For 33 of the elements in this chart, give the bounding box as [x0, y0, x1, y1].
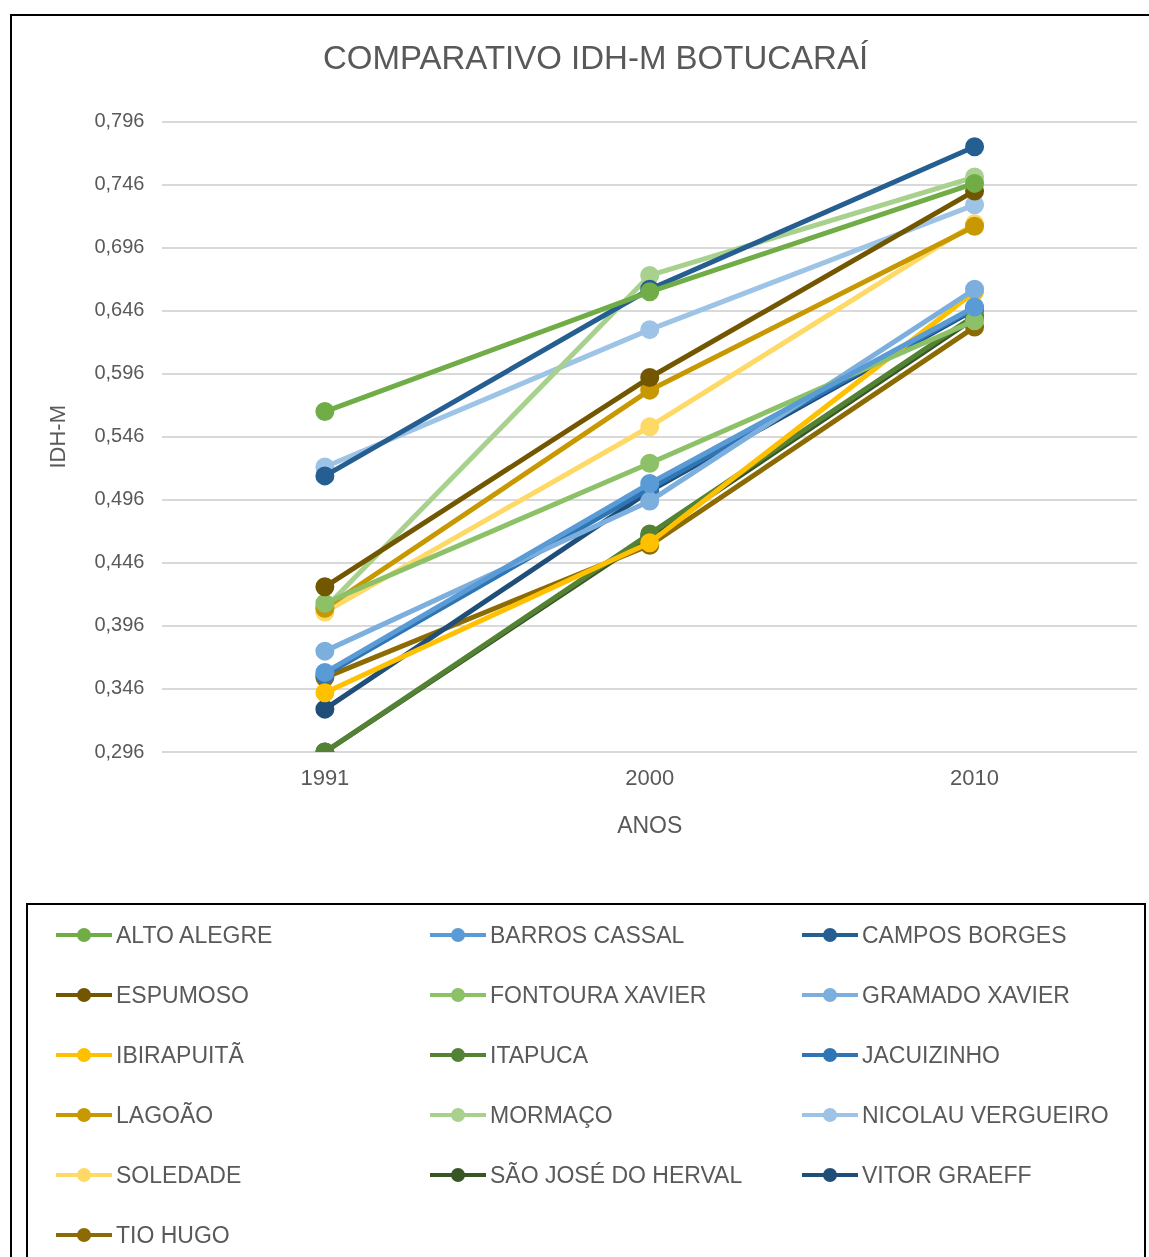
- legend-label: LAGOÃO: [116, 1101, 214, 1129]
- y-tick-label: 0,496: [94, 487, 145, 510]
- legend-label: NICOLAU VERGUEIRO: [862, 1101, 1109, 1129]
- y-tick-label: 0,646: [94, 298, 145, 321]
- legend-label: ESPUMOSO: [116, 981, 249, 1009]
- y-tick-label: 0,446: [94, 550, 145, 573]
- legend-label: BARROS CASSAL: [490, 921, 685, 949]
- y-tick-label: 0,696: [94, 235, 145, 258]
- y-tick-label: 0,796: [94, 109, 145, 132]
- legend-label: SÃO JOSÉ DO HERVAL: [490, 1161, 743, 1189]
- x-tick-label: 2000: [625, 765, 675, 791]
- legend-label: VITOR GRAEFF: [862, 1161, 1032, 1189]
- legend-label: TIO HUGO: [116, 1221, 230, 1249]
- legend-label: CAMPOS BORGES: [862, 921, 1067, 949]
- legend-label: JACUIZINHO: [862, 1041, 1000, 1069]
- legend-label: IBIRAPUITÃ: [116, 1041, 244, 1069]
- y-tick-label: 0,746: [94, 172, 145, 195]
- y-tick-label: 0,346: [94, 676, 145, 699]
- legend-label: ALTO ALEGRE: [116, 921, 273, 949]
- legend-label: FONTOURA XAVIER: [490, 981, 707, 1009]
- y-tick-label: 0,296: [94, 739, 145, 762]
- y-tick-label: 0,546: [94, 424, 145, 447]
- x-tick-label: 2010: [950, 765, 1000, 791]
- x-tick-label: 1991: [300, 765, 350, 791]
- legend-label: ITAPUCA: [490, 1041, 588, 1069]
- y-axis-title: IDH-M: [45, 405, 71, 469]
- y-tick-label: 0,596: [94, 361, 145, 384]
- legend-label: SOLEDADE: [116, 1161, 242, 1189]
- chart-title: COMPARATIVO IDH-M BOTUCARAÍ: [322, 38, 869, 76]
- y-tick-label: 0,396: [94, 613, 145, 636]
- x-axis-title: ANOS: [617, 811, 683, 838]
- legend-label: GRAMADO XAVIER: [862, 981, 1070, 1009]
- legend-label: MORMAÇO: [490, 1101, 613, 1129]
